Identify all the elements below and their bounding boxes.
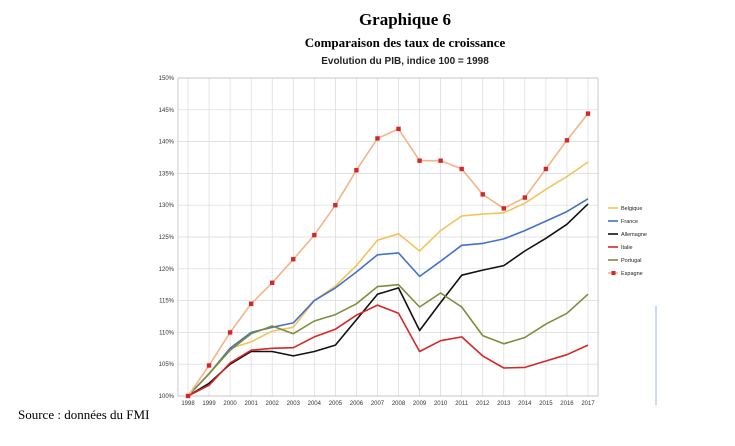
data-point — [417, 158, 422, 163]
x-tick-label: 2009 — [413, 401, 427, 407]
legend-label: France — [621, 219, 638, 225]
x-axis-ticks: 1998 1999 2000 2001 2002 2003 2004 2005 2006 2007… — [181, 401, 595, 407]
series-line-italie — [187, 304, 589, 397]
x-tick-label: 2001 — [244, 401, 258, 407]
y-axis-ticks: 100% 105% 110% 115% 120% 125% 130% 135% 140% 145%… — [159, 76, 175, 400]
plot-frame — [177, 77, 599, 397]
data-point — [206, 363, 212, 368]
data-point — [564, 138, 570, 143]
y-tick-label: 110% — [159, 330, 175, 336]
y-tick-label: 125% — [159, 235, 175, 241]
data-point — [480, 192, 485, 197]
legend-label: Espagne — [621, 271, 643, 277]
x-tick-label: 2012 — [476, 401, 490, 407]
legend-marker — [611, 271, 616, 275]
data-point — [270, 280, 275, 285]
x-tick-label: 2002 — [266, 401, 280, 407]
x-tick-label: 2017 — [581, 401, 595, 407]
data-point — [291, 257, 296, 262]
x-tick-label: 2013 — [497, 401, 511, 407]
source-note: Source : données du FMI — [18, 407, 150, 422]
legend-label: Allemagne — [621, 232, 647, 238]
data-point — [396, 126, 401, 132]
x-tick-label: 2007 — [371, 401, 385, 407]
y-tick-label: 115% — [159, 299, 175, 305]
y-tick-label: 105% — [159, 362, 175, 368]
data-point — [543, 166, 549, 172]
legend-label: Belgique — [621, 206, 642, 212]
x-tick-label: 1998 — [181, 401, 195, 407]
data-point — [333, 203, 338, 208]
data-point — [459, 166, 464, 172]
chart-grid — [177, 77, 599, 397]
series-line-allemagne — [187, 203, 589, 397]
y-tick-label: 135% — [159, 171, 175, 177]
x-tick-label: 2014 — [518, 401, 532, 407]
series-line-espagne — [187, 113, 589, 397]
data-point — [501, 206, 506, 211]
x-tick-label: 2003 — [287, 401, 301, 407]
legend-label: Italie — [621, 245, 633, 251]
series-line-belgique — [187, 161, 589, 397]
data-point — [438, 158, 443, 163]
chart-legend: Belgique France Allemagne Italie Portugal Esp… — [608, 206, 647, 277]
data-point — [585, 111, 591, 116]
series-line-france — [187, 198, 589, 397]
x-tick-label: 2006 — [350, 401, 364, 407]
x-tick-label: 2010 — [434, 401, 448, 407]
data-point — [375, 136, 380, 141]
data-point — [227, 330, 233, 335]
chart-title: Evolution du PIB, indice 100 = 1998 — [321, 56, 489, 67]
data-point — [522, 195, 528, 200]
x-tick-label: 2005 — [329, 401, 343, 407]
data-point — [185, 393, 191, 399]
x-tick-label: 2008 — [392, 401, 406, 407]
chart-series — [185, 111, 591, 399]
x-tick-label: 1999 — [202, 401, 216, 407]
data-point — [312, 232, 317, 238]
data-point — [248, 301, 254, 306]
chart-subheading: Comparaison des taux de croissance — [304, 35, 506, 50]
y-tick-label: 100% — [159, 394, 175, 400]
y-tick-label: 120% — [159, 267, 175, 273]
x-tick-label: 2000 — [223, 401, 237, 407]
x-tick-label: 2015 — [539, 401, 553, 407]
y-tick-label: 130% — [159, 203, 175, 209]
y-tick-label: 145% — [159, 108, 175, 114]
data-point — [354, 168, 359, 173]
y-tick-label: 140% — [159, 140, 175, 146]
x-tick-label: 2011 — [455, 401, 469, 407]
chart-heading: Graphique 6 — [358, 10, 452, 29]
x-tick-label: 2004 — [308, 401, 322, 407]
x-tick-label: 2016 — [560, 401, 574, 407]
y-tick-label: 150% — [159, 76, 175, 82]
series-line-portugal — [187, 283, 589, 397]
legend-label: Portugal — [621, 258, 642, 264]
